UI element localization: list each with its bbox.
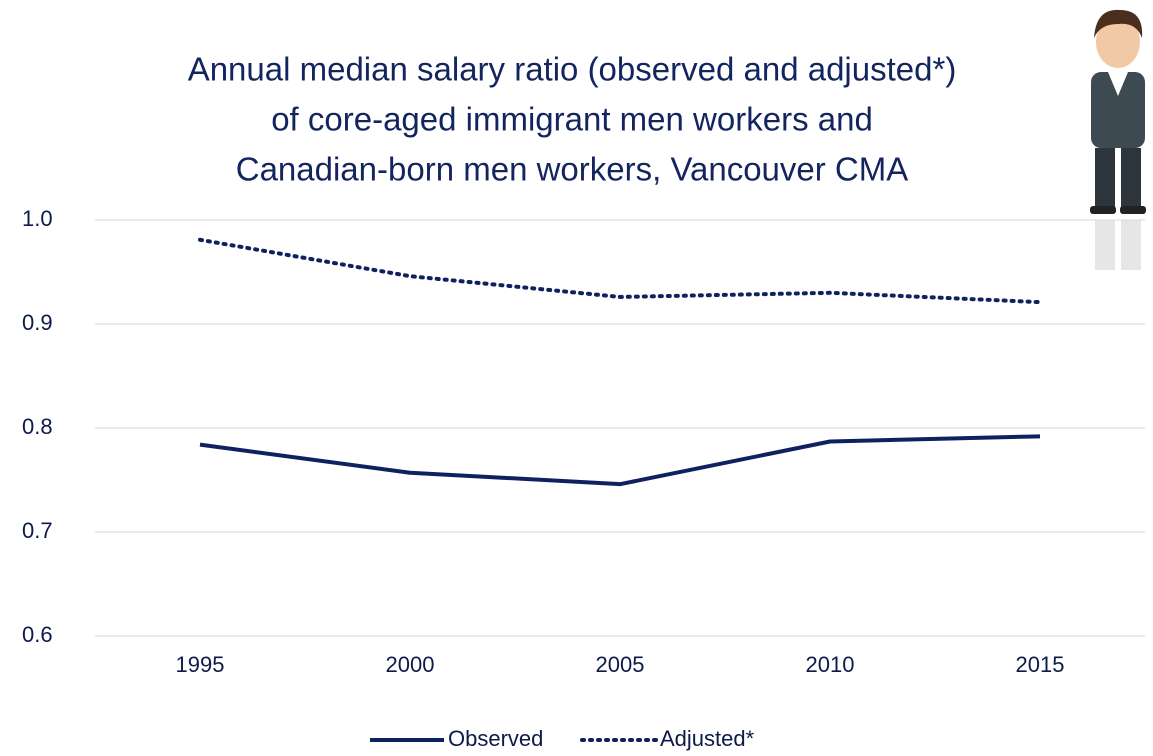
x-tick-label: 2010 — [806, 652, 855, 677]
chart-title: Canadian-born men workers, Vancouver CMA — [236, 151, 909, 188]
x-tick-label: 2015 — [1016, 652, 1065, 677]
legend-label: Observed — [448, 726, 543, 751]
legend-label: Adjusted* — [660, 726, 755, 751]
y-tick-label: 0.6 — [22, 622, 53, 647]
chart-title: Annual median salary ratio (observed and… — [188, 51, 957, 88]
y-tick-label: 1.0 — [22, 206, 53, 231]
y-tick-label: 0.9 — [22, 310, 53, 335]
man-illustration — [1090, 10, 1146, 270]
series-line — [200, 436, 1040, 484]
x-tick-label: 2005 — [596, 652, 645, 677]
y-tick-label: 0.8 — [22, 414, 53, 439]
x-tick-label: 2000 — [386, 652, 435, 677]
chart-title: of core-aged immigrant men workers and — [271, 101, 873, 138]
y-tick-label: 0.7 — [22, 518, 53, 543]
series-line — [200, 240, 1040, 302]
x-tick-label: 1995 — [176, 652, 225, 677]
chart: Annual median salary ratio (observed and… — [0, 0, 1153, 756]
